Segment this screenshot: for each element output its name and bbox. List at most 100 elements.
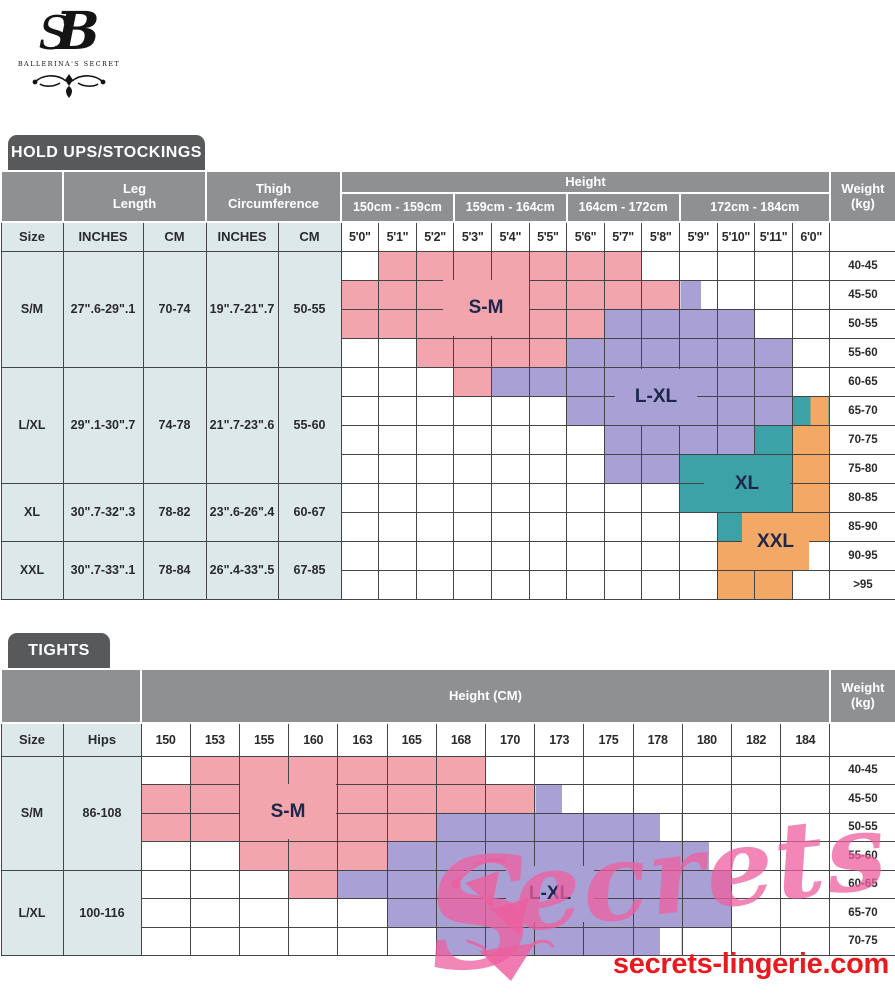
grid-cell — [490, 424, 530, 455]
grid-cell — [386, 812, 437, 842]
brand-name: BALLERINA'S SECRET — [17, 60, 121, 68]
weight-cell: 70-75 — [829, 424, 895, 455]
weight-cell: 55-60 — [829, 337, 895, 368]
grid-cell — [490, 250, 530, 281]
grid-cell — [453, 395, 492, 426]
grid-cell — [791, 366, 831, 397]
grid-cell — [641, 569, 681, 601]
grid-cell — [641, 279, 681, 310]
grid-cell — [490, 569, 530, 601]
grid-cell — [754, 569, 793, 601]
grid-cell — [716, 337, 756, 368]
grid-cell — [340, 540, 380, 571]
grid-cell — [641, 337, 681, 368]
grid-cell — [528, 337, 568, 368]
height-range-header: 172cm - 184cm — [678, 192, 831, 224]
grid-cell — [386, 755, 437, 785]
measure-cell: 26".4-33".5 — [205, 540, 279, 601]
grid-cell — [453, 569, 492, 601]
grid-cell — [528, 569, 568, 601]
grid-cell — [340, 511, 380, 542]
grid-cell — [754, 308, 793, 339]
measure-cell: 78-84 — [142, 540, 207, 601]
grid-cell — [566, 540, 605, 571]
grid-cell — [238, 755, 290, 785]
measure-cell: 74-78 — [142, 366, 207, 484]
grid-cell — [641, 540, 681, 571]
grid-cell — [189, 926, 240, 956]
grid-cell — [679, 250, 718, 281]
grid-cell — [337, 841, 388, 871]
grid-cell — [528, 453, 568, 484]
merged-size-label: S-M — [240, 784, 336, 839]
grid-cell — [681, 926, 732, 956]
grid-cell — [340, 250, 380, 281]
thigh-circumference-header: Thigh Circumference — [205, 169, 343, 224]
grid-cell — [583, 784, 634, 814]
grid-cell — [490, 540, 530, 571]
size-cell: L/XL — [0, 366, 64, 484]
column-header: Size — [0, 221, 64, 252]
grid-cell — [780, 755, 831, 785]
grid-cell — [337, 812, 388, 842]
grid-cell — [337, 898, 388, 928]
weight-cell: 50-55 — [829, 308, 895, 339]
grid-cell — [528, 424, 568, 455]
grid-cell — [641, 453, 681, 484]
grid-cell — [453, 337, 492, 368]
grid-cell — [791, 569, 831, 601]
grid-cell — [435, 755, 486, 785]
grid-cell — [435, 869, 486, 899]
monogram-letter-b: B — [55, 1, 100, 62]
grid-cell — [528, 366, 568, 397]
site-url: secrets-lingerie.com — [612, 948, 889, 980]
grid-cell — [288, 926, 339, 956]
grid-cell — [603, 569, 643, 601]
grid-cell — [378, 366, 417, 397]
weight-cell: 50-55 — [829, 812, 895, 842]
grid-cell — [378, 279, 417, 310]
grid-cell — [140, 841, 191, 871]
grid-cell — [730, 926, 782, 956]
grid-cell — [378, 424, 417, 455]
grid-cell — [632, 812, 683, 842]
grid-cell — [453, 250, 492, 281]
weight-cell: 45-50 — [829, 784, 895, 814]
height-column-header: 5'8" — [641, 221, 681, 252]
grid-cell — [534, 926, 585, 956]
size-cell: XL — [0, 482, 64, 542]
column-header: CM — [277, 221, 342, 252]
measure-cell: 30".7-32".3 — [62, 482, 144, 542]
corner-cell — [0, 169, 64, 224]
grid-cell — [378, 569, 417, 601]
height-range-header: 150cm - 159cm — [340, 192, 455, 224]
grid-cell — [603, 279, 643, 310]
grid-cell — [681, 869, 732, 899]
grid-cell — [566, 308, 605, 339]
height-column-header: 5'0" — [340, 221, 380, 252]
grid-cell — [453, 482, 492, 513]
grid-cell — [681, 841, 732, 871]
grid-cell — [641, 250, 681, 281]
measure-cell: 29".1-30".7 — [62, 366, 144, 484]
grid-cell — [603, 453, 643, 484]
grid-cell — [566, 511, 605, 542]
grid-cell — [791, 337, 831, 368]
grid-cell — [378, 540, 417, 571]
grid-cell — [716, 366, 756, 397]
weight-cell: 60-65 — [829, 869, 895, 899]
grid-cell — [415, 366, 455, 397]
measure-cell: 70-74 — [142, 250, 207, 368]
grid-cell — [603, 511, 643, 542]
grid-cell — [754, 395, 793, 426]
grid-cell — [716, 250, 756, 281]
weight-cell: 40-45 — [829, 250, 895, 281]
grid-cell — [490, 395, 530, 426]
height-column-header: 165 — [386, 722, 437, 757]
grid-cell — [780, 898, 831, 928]
grid-cell — [528, 308, 568, 339]
height-column-header: 5'11" — [754, 221, 793, 252]
grid-cell — [583, 755, 634, 785]
measure-cell: 86-108 — [62, 755, 142, 871]
grid-cell — [340, 569, 380, 601]
